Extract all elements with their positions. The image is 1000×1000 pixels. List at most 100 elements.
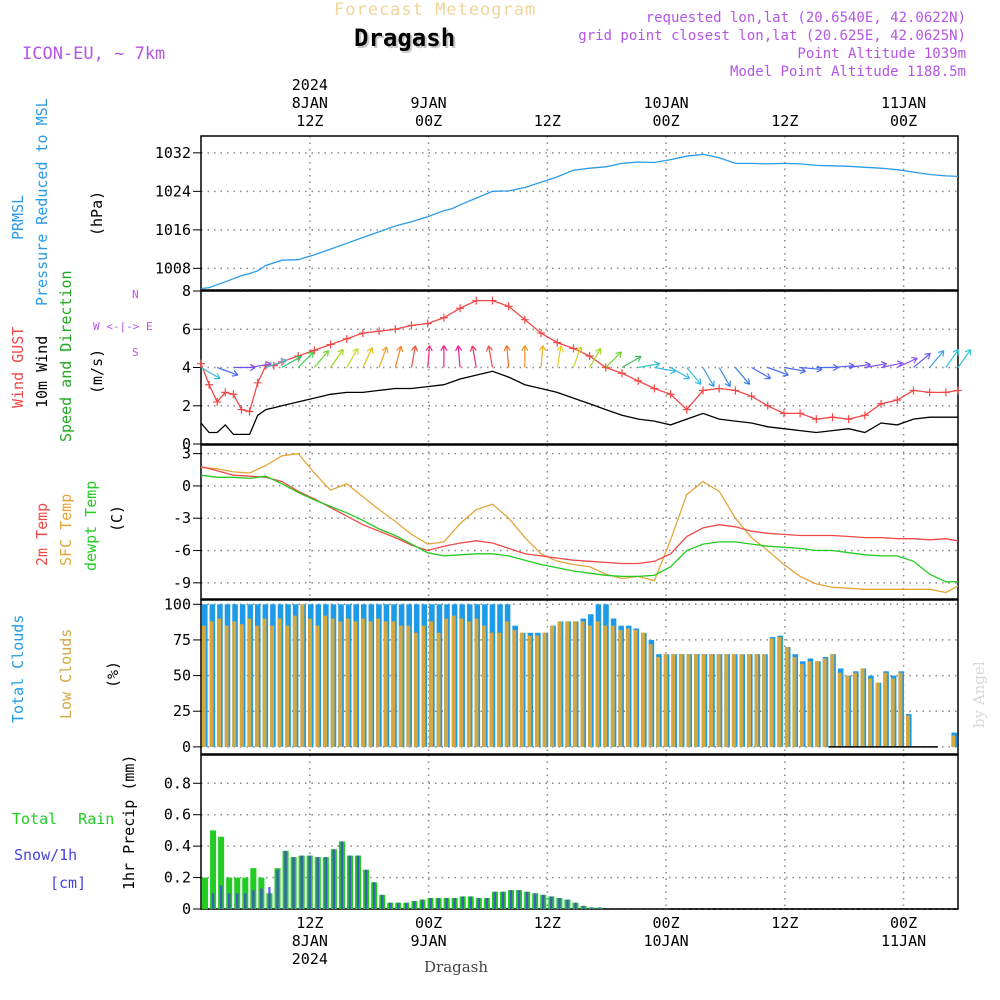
snow-bar — [268, 887, 271, 909]
wind-direction-arrow — [734, 367, 750, 385]
wind-direction-arrow — [751, 366, 771, 380]
low-cloud-bar — [762, 654, 767, 747]
wind-gust-line-point — [439, 313, 448, 322]
wind-gust-line-point — [237, 405, 246, 414]
snow-bar — [292, 857, 295, 909]
panel-frame-pressure — [200, 135, 959, 291]
low-cloud-bar — [550, 625, 555, 747]
rain-bar — [250, 868, 257, 909]
wind-gust-line-point — [221, 388, 230, 397]
low-cloud-bar — [648, 644, 653, 747]
top-time-label: 12Z — [771, 112, 798, 130]
low-cloud-bar — [845, 675, 850, 747]
wind-direction-arrow — [783, 366, 806, 372]
y-tick-label: 0 — [182, 900, 191, 918]
low-cloud-bar — [875, 682, 880, 747]
wind-arrow-head — [654, 360, 661, 369]
low-cloud-bar — [633, 629, 638, 747]
wind-arrow-head — [410, 345, 419, 352]
y-tick-label: 75 — [173, 631, 191, 649]
wind-direction-arrow — [654, 366, 677, 372]
snow-bar — [477, 898, 481, 909]
low-cloud-bar — [694, 654, 698, 747]
wind-gust-line-point — [682, 405, 691, 414]
wind-arrow-head — [366, 347, 374, 354]
wind-arrow-head — [695, 378, 702, 385]
wind-direction-arrow — [767, 366, 789, 376]
low-cloud-bar — [800, 664, 804, 747]
wind-gust-line-point — [213, 397, 222, 406]
low-cloud-bar — [701, 654, 706, 747]
low-cloud-bar — [519, 632, 524, 747]
wind-gust-line-point — [666, 390, 675, 399]
low-cloud-bar — [815, 661, 820, 747]
snow-bar — [533, 893, 537, 909]
low-cloud-bar — [345, 618, 350, 747]
wind-arrow-head — [964, 348, 972, 356]
wind-arrow-head — [485, 345, 494, 352]
y-tick-label: 1016 — [155, 221, 191, 239]
wind-gust-line-point — [310, 346, 319, 355]
low-cloud-bar — [285, 625, 290, 747]
wind-gust-line-point — [618, 369, 627, 378]
low-cloud-bar — [262, 618, 267, 747]
y-tick-label: 1032 — [155, 144, 191, 162]
y-tick-label: 0 — [182, 738, 191, 756]
low-cloud-bar — [777, 637, 782, 747]
total-rain-label: Total Rain — [12, 810, 115, 828]
wind-arrow-head — [503, 345, 511, 352]
wind-gust-line-point — [423, 319, 432, 328]
wind-arrow-head — [454, 345, 463, 352]
wind-arrow-head — [307, 351, 315, 358]
low-cloud-bar — [360, 618, 365, 747]
wind-gust-line-point — [828, 413, 837, 422]
wind-arrow-head — [708, 380, 715, 388]
bottom-time-label: 12Z — [771, 914, 798, 932]
y-tick-label: 0 — [182, 477, 191, 495]
wind-gust-line-point — [893, 396, 902, 405]
snow-bar — [372, 882, 376, 909]
snow-label: Snow/1h — [14, 846, 78, 864]
snow-bar — [566, 899, 569, 909]
low-cloud-bar — [391, 621, 396, 747]
wind-gust-line-point — [197, 359, 205, 368]
wind-direction-arrow — [313, 350, 329, 368]
low-cloud-bar — [625, 628, 630, 747]
snow-bar — [332, 849, 336, 909]
low-cloud-bar — [898, 672, 903, 747]
grid-point-coords: grid point closest lon,lat (20.625E, 42.… — [578, 28, 966, 44]
wind-direction-arrow — [670, 366, 690, 380]
low-cloud-bar — [474, 618, 479, 747]
wind-gust-line-point — [326, 340, 335, 349]
wind-gust-line-point — [779, 409, 788, 418]
wind-direction-arrow — [572, 346, 582, 368]
y-tick-label: 2 — [182, 397, 191, 415]
bottom-time-label: 8JAN — [292, 932, 328, 950]
wind-direction-arrow — [621, 355, 642, 369]
snow-bar — [517, 890, 521, 909]
top-time-label: 11JAN — [881, 94, 926, 112]
low-cloud-bar — [315, 625, 320, 747]
snow-bar — [348, 855, 352, 909]
top-time-label: 00Z — [653, 112, 680, 130]
panel-frame-precip — [200, 754, 959, 910]
rain-bar — [202, 877, 209, 909]
low-cloud-bar — [769, 638, 774, 747]
snow-bar — [316, 857, 319, 909]
low-cloud-bar — [270, 625, 275, 747]
wind-direction-arrow — [297, 351, 315, 368]
low-cloud-bar — [784, 647, 789, 747]
low-cloud-bar — [323, 615, 328, 747]
bottom-time-label: 2024 — [292, 950, 328, 968]
snow-bar — [598, 907, 601, 909]
snow-bar — [397, 902, 400, 909]
snow-bar — [260, 888, 263, 909]
low-cloud-bar — [436, 632, 441, 747]
snow-bar — [211, 893, 215, 909]
prmsl-line — [200, 153, 959, 290]
wind-arrow-head — [295, 355, 302, 363]
snow-bar — [509, 890, 513, 909]
low-cloud-bar — [906, 715, 910, 747]
low-cloud-bar — [837, 672, 842, 747]
wind-arrow-head — [556, 345, 564, 352]
